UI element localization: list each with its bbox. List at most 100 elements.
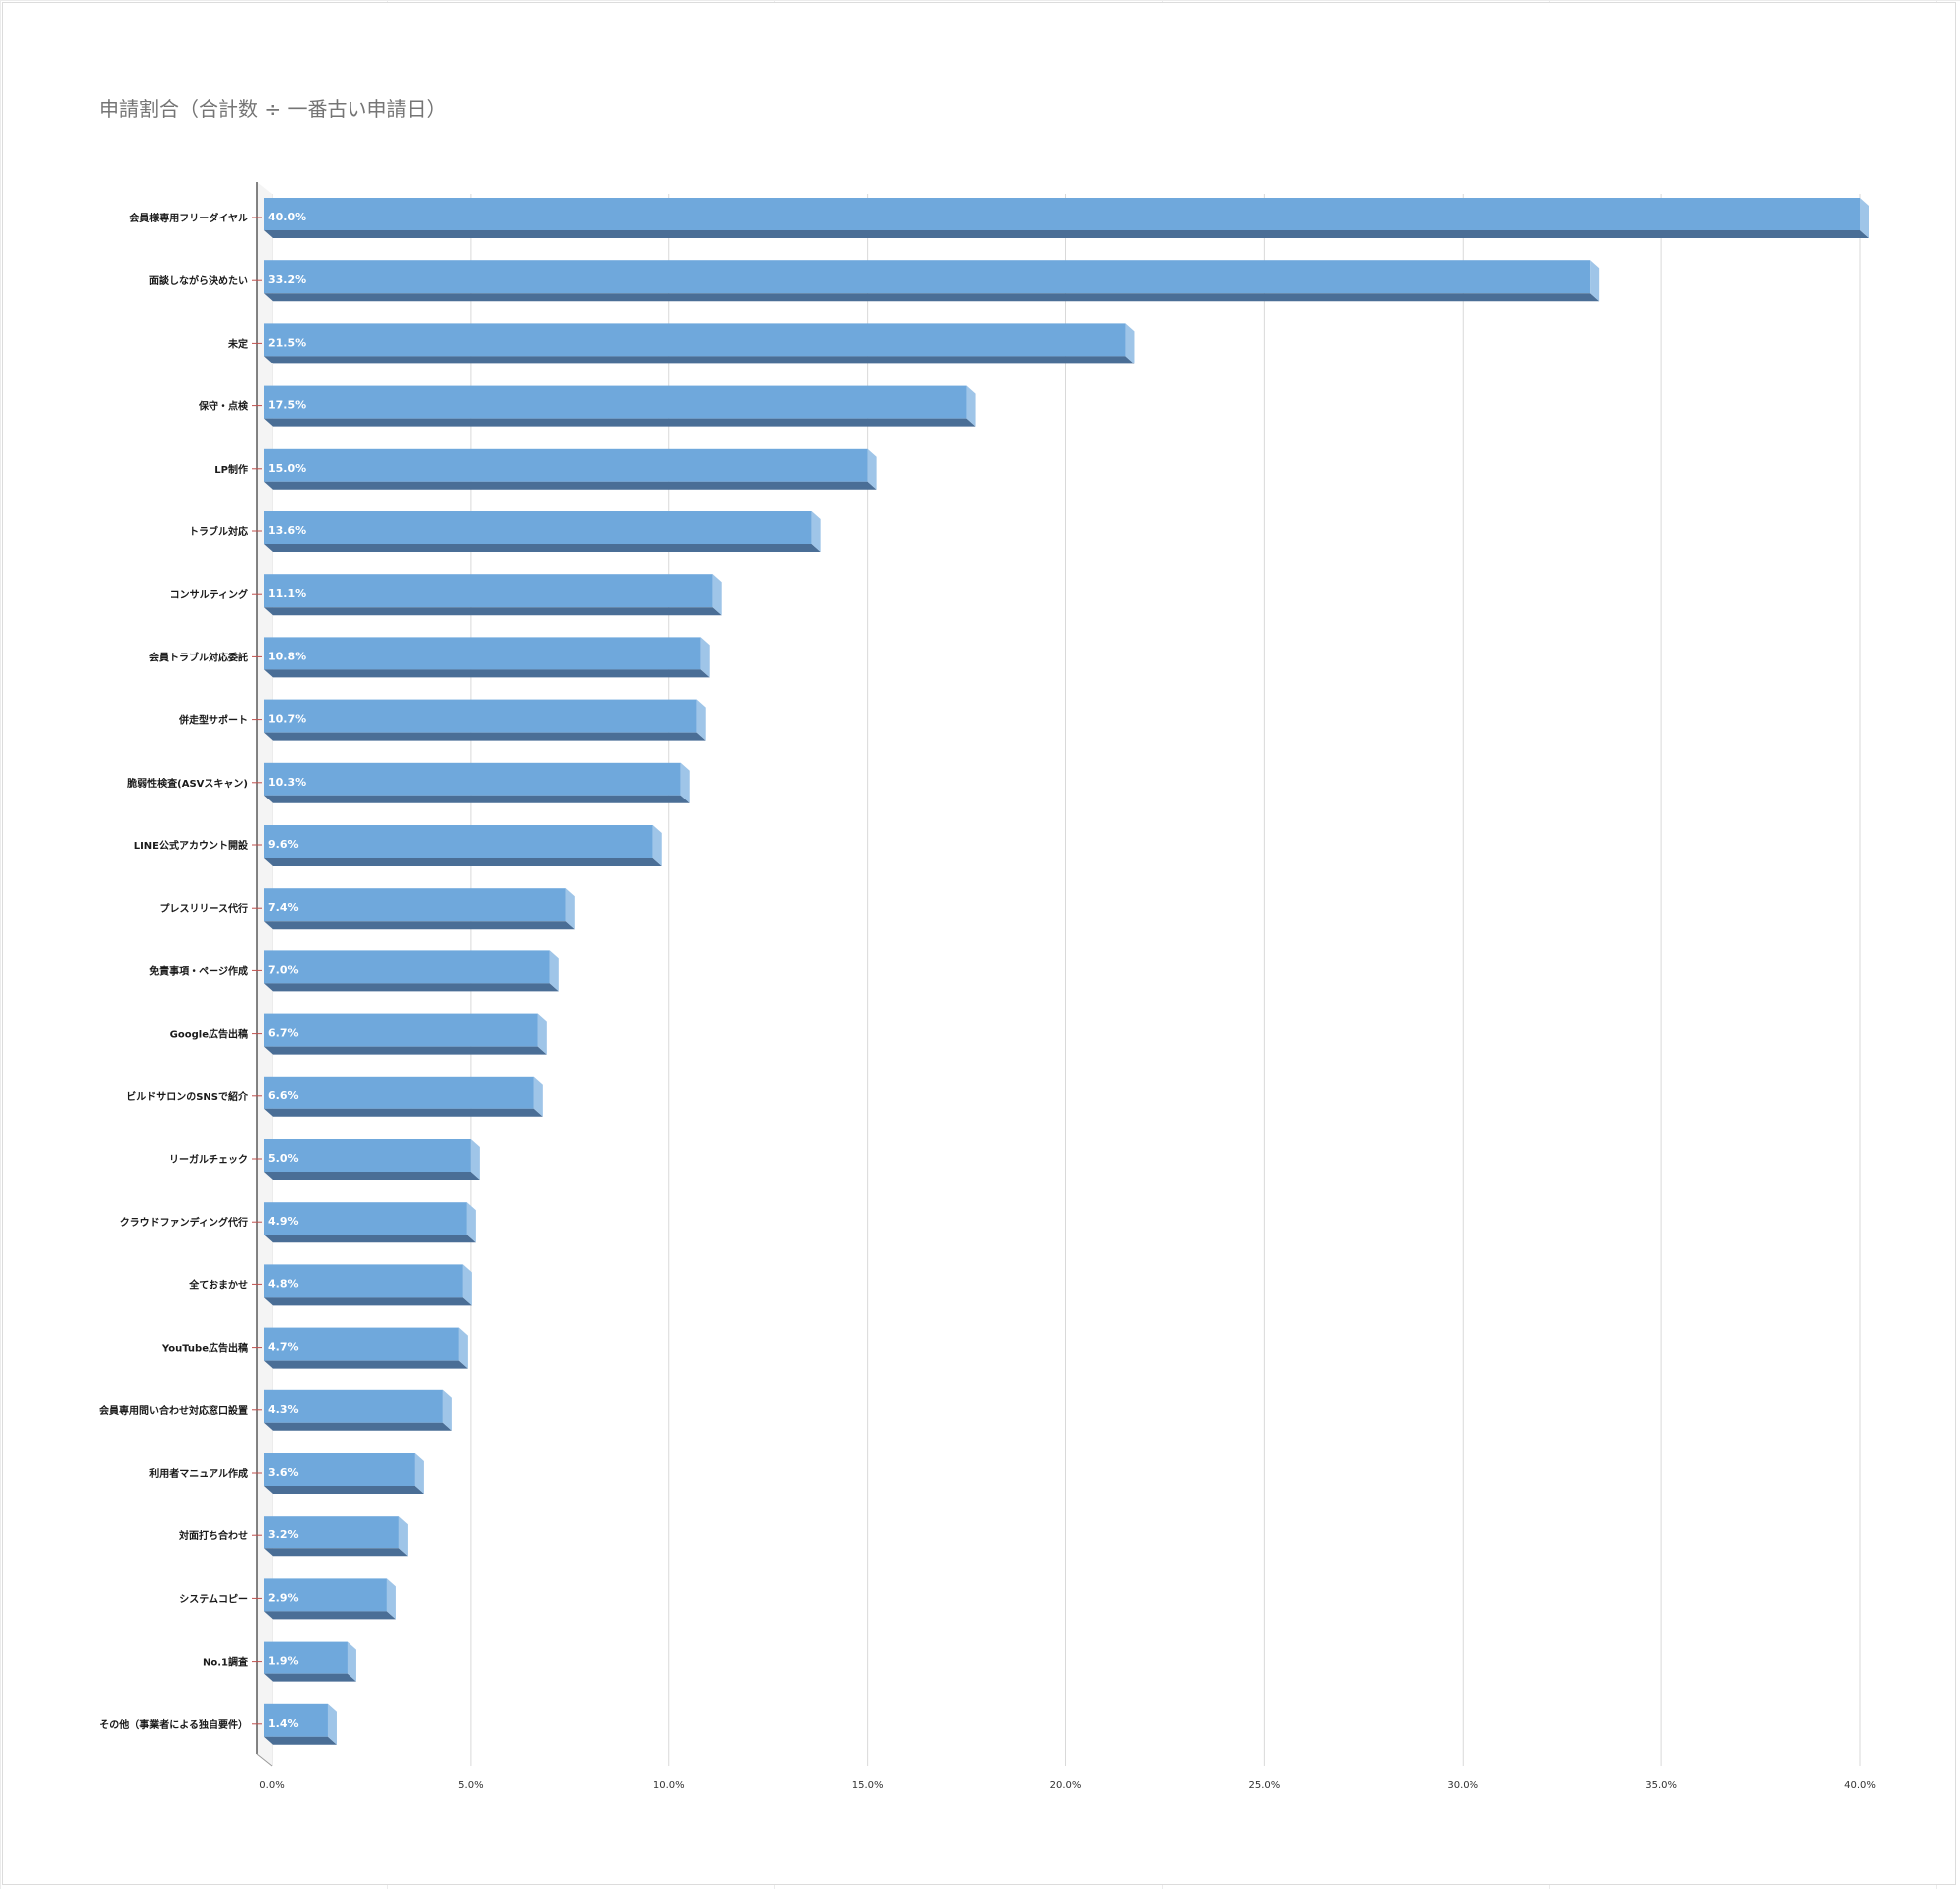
bar-side-face <box>696 699 706 741</box>
bar-bottom-face <box>264 481 877 490</box>
category-label: No.1調査 <box>203 1656 249 1669</box>
bar-bottom-face <box>264 1046 547 1055</box>
x-tick-label: 30.0% <box>1447 1780 1478 1791</box>
bar-side-face <box>811 511 821 552</box>
bar-front[interactable] <box>264 323 1126 357</box>
bar-front[interactable] <box>264 1389 443 1423</box>
bar-front[interactable] <box>264 1578 387 1612</box>
bar-side-face <box>549 950 559 992</box>
bar-bottom-face <box>264 1736 337 1745</box>
bar-bottom-face <box>264 1673 356 1682</box>
bar-bottom-face <box>264 1548 408 1557</box>
data-label: 10.7% <box>268 713 306 726</box>
bar-front[interactable] <box>264 1202 467 1235</box>
bar-side-face <box>565 888 575 930</box>
data-label: 1.4% <box>268 1717 299 1730</box>
category-label: 全ておまかせ <box>188 1278 248 1291</box>
category-label: その他（事業者による独自要件） <box>99 1718 248 1731</box>
bar-front[interactable] <box>264 511 812 544</box>
bar-front[interactable] <box>264 637 701 670</box>
category-label: 免責事項・ページ作成 <box>149 964 248 977</box>
bar-side-face <box>442 1389 452 1431</box>
data-label: 4.9% <box>268 1215 299 1228</box>
data-label: 1.9% <box>268 1655 299 1668</box>
bar-front[interactable] <box>264 1076 534 1109</box>
bar-side-face <box>680 762 690 803</box>
bar-bottom-face <box>264 669 710 678</box>
category-label: LINE公式アカウント開設 <box>134 839 249 852</box>
bar-side-face <box>386 1578 396 1620</box>
bar-side-face <box>712 574 722 616</box>
bar-bottom-face <box>264 356 1135 364</box>
category-label: リーガルチェック <box>169 1153 248 1166</box>
bar-front[interactable] <box>264 825 653 858</box>
bar-bottom-face <box>264 1422 452 1431</box>
bar-side-face <box>537 1013 547 1055</box>
bar-side-face <box>1860 198 1869 238</box>
bar-front[interactable] <box>264 574 713 608</box>
data-label: 11.1% <box>268 587 306 600</box>
data-label: 2.9% <box>268 1591 299 1604</box>
bar-side-face <box>1125 323 1135 364</box>
data-label: 3.2% <box>268 1528 299 1541</box>
bar-side-face <box>966 385 976 427</box>
bar-side-face <box>327 1703 337 1745</box>
category-label: 併走型サポート <box>178 714 248 727</box>
data-label: 10.3% <box>268 776 306 789</box>
category-label: 面談しながら決めたい <box>149 274 248 287</box>
bar-front[interactable] <box>264 1264 463 1298</box>
bar-side-face <box>462 1264 472 1306</box>
bar-bottom-face <box>264 293 1600 302</box>
data-label: 33.2% <box>268 273 306 286</box>
category-label: Google広告出稿 <box>170 1028 248 1041</box>
bar-front[interactable] <box>264 1453 415 1486</box>
bar-front[interactable] <box>264 888 566 922</box>
category-label: 会員専用問い合わせ対応窓口設置 <box>99 1404 248 1417</box>
bar-front[interactable] <box>264 1013 538 1047</box>
category-label: 会員トラブル対応委託 <box>149 651 248 663</box>
bar-front[interactable] <box>264 1327 459 1361</box>
bar-front[interactable] <box>264 1641 348 1674</box>
bar-side-face <box>652 825 662 866</box>
data-label: 6.7% <box>268 1027 299 1040</box>
data-label: 5.0% <box>268 1152 299 1165</box>
bar-bottom-face <box>264 230 1869 238</box>
bar-bottom-face <box>264 1108 543 1117</box>
bar-front[interactable] <box>264 762 681 796</box>
data-label: 15.0% <box>268 462 306 475</box>
bar-side-face <box>466 1202 476 1243</box>
bar-front[interactable] <box>264 260 1591 294</box>
bar-front[interactable] <box>264 699 697 733</box>
bar-side-face <box>458 1327 468 1369</box>
bar-front[interactable] <box>264 448 868 482</box>
x-tick-label: 15.0% <box>852 1780 884 1791</box>
bar-bottom-face <box>264 1611 396 1620</box>
bar-front[interactable] <box>264 1516 399 1549</box>
axis-floor-line <box>256 1753 273 1767</box>
bar-front[interactable] <box>264 950 550 984</box>
bar-bottom-face <box>264 607 722 616</box>
data-label: 13.6% <box>268 524 306 537</box>
bar-bottom-face <box>264 732 706 741</box>
bar-side-face <box>700 637 710 678</box>
bar-side-face <box>398 1516 408 1557</box>
bar-front[interactable] <box>264 1139 471 1172</box>
bar-front[interactable] <box>264 385 967 419</box>
data-label: 40.0% <box>268 211 306 223</box>
x-tick-label: 10.0% <box>653 1780 685 1791</box>
category-label: システムコピー <box>179 1593 248 1605</box>
data-label: 4.8% <box>268 1277 299 1290</box>
data-label: 3.6% <box>268 1466 299 1479</box>
category-label: コンサルティング <box>170 588 248 601</box>
data-label: 4.7% <box>268 1341 299 1354</box>
category-label: ビルドサロンのSNSで紹介 <box>126 1090 249 1103</box>
category-label: 利用者マニュアル作成 <box>149 1467 248 1480</box>
data-label: 10.8% <box>268 650 306 662</box>
category-label: 脆弱性検査(ASVスキャン) <box>126 777 248 790</box>
bar-side-face <box>414 1453 424 1494</box>
bar-front[interactable] <box>264 198 1860 230</box>
bar-bottom-face <box>264 544 821 552</box>
bar-front[interactable] <box>264 1703 328 1737</box>
bar-side-face <box>533 1076 543 1117</box>
